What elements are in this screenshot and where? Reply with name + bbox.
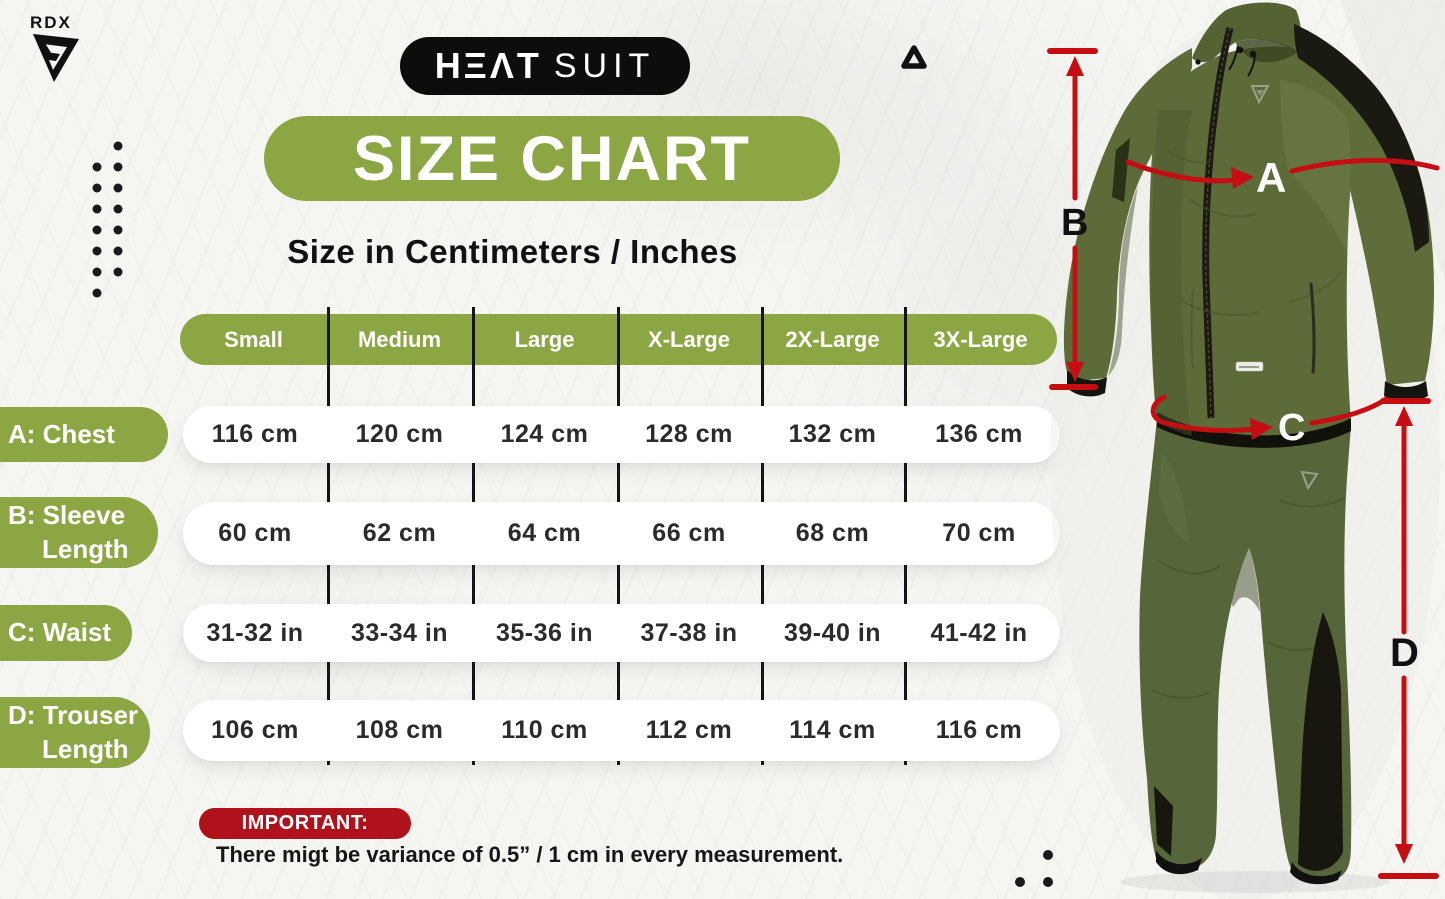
product-name-heavy: HΞΛT [434,45,542,86]
table-row-chest: 116 cm 120 cm 124 cm 128 cm 132 cm 136 c… [183,406,1060,463]
triangle-icon [901,45,927,69]
table-row-waist: 31-32 in 33-34 in 35-36 in 37-38 in 39-4… [183,604,1060,662]
row-label-trouser-length: D: Trouser Length [0,697,150,768]
hood-drawstrings [1195,45,1257,77]
table-row-sleeve-length: 60 cm 62 cm 64 cm 66 cm 68 cm 70 cm [183,502,1060,565]
rdx-logo-text: RDX [30,13,72,32]
arrow-b-sleeve [1047,48,1098,390]
rdx-logo-emblem [33,34,79,82]
suit-pants [1139,418,1352,885]
page-title: SIZE CHART [264,116,840,201]
important-badge: IMPORTANT: [199,808,411,839]
suit-jacket [1063,2,1434,448]
jacket-rdx-emblem [1250,85,1270,105]
row-label-sleeve-length: B: Sleeve Length [0,497,158,568]
column-header-2xlarge: 2X-Large [785,326,880,352]
suit-measurement-diagram: A B C D [1047,0,1445,899]
label-c: C [1278,407,1305,449]
label-b: B [1061,202,1088,244]
jacket-zipper [1202,27,1234,419]
row-label-chest: A: Chest [0,407,168,462]
column-header-small: Small [224,326,283,352]
pants-rdx-emblem [1300,470,1319,491]
product-name-badge: HΞΛT SUIT [400,37,690,95]
jacket-label-patch [1235,361,1264,372]
column-header-xlarge: X-Large [648,326,730,352]
column-header-3xlarge: 3X-Large [933,326,1028,352]
rdx-logo: RDX [30,13,79,82]
product-name-light: SUIT [553,46,656,85]
measurement-arrows [1047,48,1440,879]
variance-note: There migt be variance of 0.5” / 1 cm in… [216,842,844,867]
label-a: A [1256,154,1286,201]
arrow-d-trouser [1378,398,1439,879]
page-subtitle: Size in Centimeters / Inches [287,233,738,270]
dots-decoration-bottom-right [1015,850,1053,887]
column-header-medium: Medium [357,326,442,352]
label-d: D [1390,631,1419,675]
column-header-large: Large [514,326,575,352]
dots-decoration-left [92,141,123,298]
table-row-trouser-length: 106 cm 108 cm 110 cm 112 cm 114 cm 116 c… [183,700,1060,761]
row-label-waist: C: Waist [0,605,132,661]
arrow-a-chest [1125,157,1440,189]
